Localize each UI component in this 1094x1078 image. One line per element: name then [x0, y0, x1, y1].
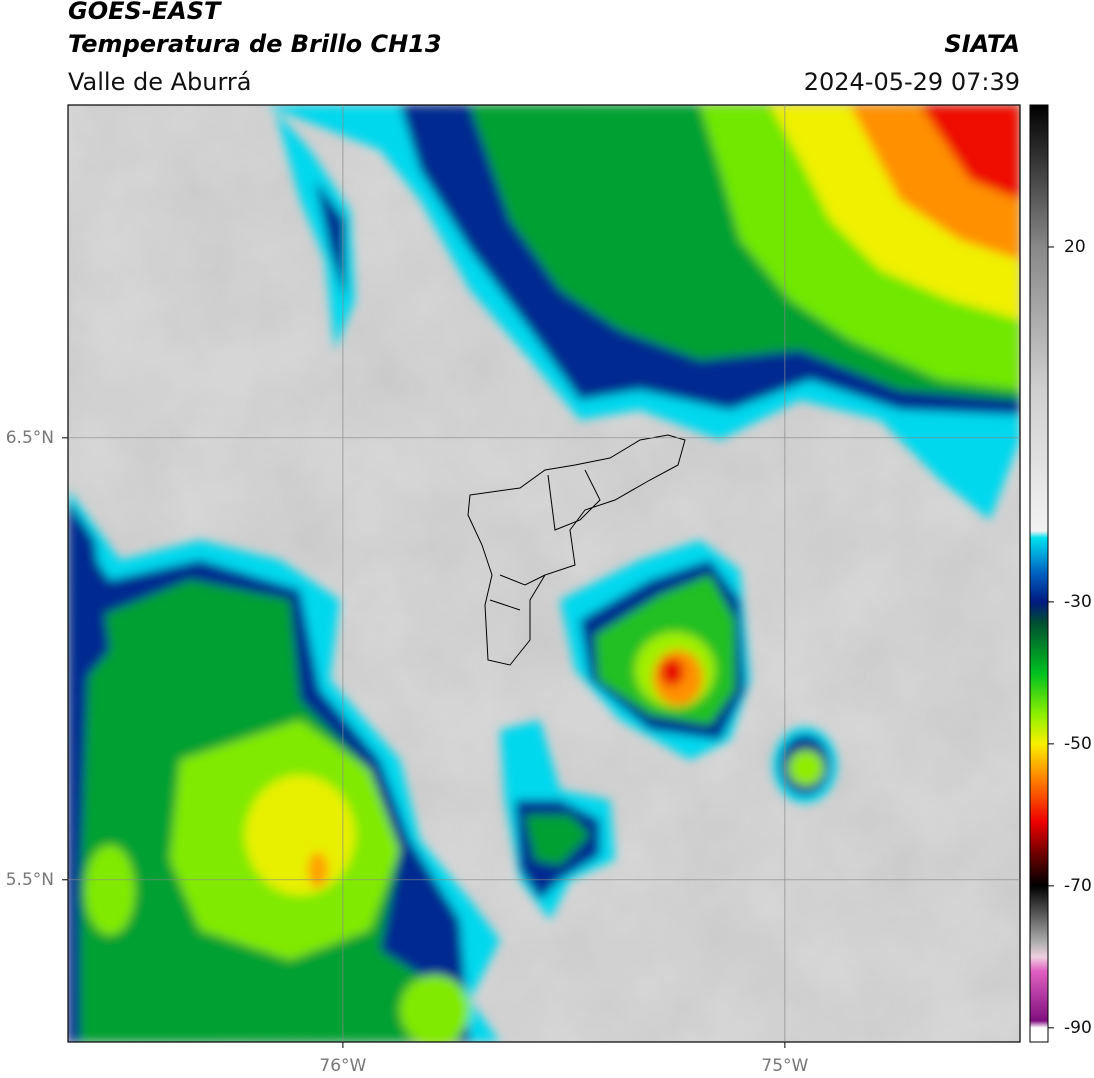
map-image: [68, 105, 1020, 1042]
datetime: 2024-05-29 07:39: [804, 68, 1020, 96]
colorbar: [1029, 104, 1049, 1043]
aburra-outline: [467, 434, 686, 666]
title: GOES-EAST: [68, 0, 222, 25]
colorbar-tick-label: 20: [1064, 237, 1086, 257]
subtitle: Temperatura de Brillo CH13: [68, 30, 442, 58]
colorbar-tick-label: -50: [1064, 734, 1092, 754]
colorbar-tick-label: -30: [1064, 592, 1092, 612]
x-tick-label: 76°W: [319, 1056, 366, 1076]
colorbar-tick-label: -90: [1064, 1018, 1092, 1038]
y-tick-label: 6.5°N: [6, 428, 54, 448]
source: SIATA: [944, 30, 1020, 58]
map-frame: [67, 104, 1021, 1043]
y-tick-label: 5.5°N: [6, 870, 54, 890]
colorbar-tick-label: -70: [1064, 876, 1092, 896]
x-tick-label: 75°W: [761, 1056, 808, 1076]
region: Valle de Aburrá: [68, 68, 252, 96]
